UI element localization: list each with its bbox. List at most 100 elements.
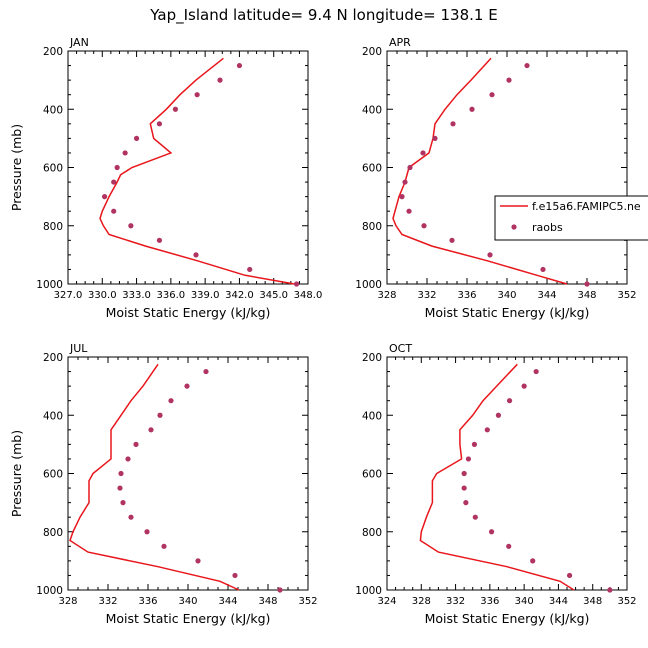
raobs-point — [117, 485, 123, 491]
plot-frame — [386, 356, 628, 591]
x-tick-label: 336 — [480, 596, 499, 607]
raobs-point — [402, 179, 408, 185]
raobs-point — [540, 266, 546, 273]
raobs-point — [406, 208, 412, 214]
plot-frame — [386, 50, 628, 285]
y-tick-label: 600 — [362, 469, 382, 481]
raobs-point — [193, 252, 199, 258]
panel-title: JUL — [69, 342, 88, 355]
x-tick-label: 336 — [457, 290, 476, 301]
raobs-point — [114, 164, 120, 171]
raobs-point — [471, 441, 478, 447]
x-axis-label: Moist Static Energy (kJ/kg) — [106, 305, 271, 320]
raobs-point — [472, 514, 478, 520]
x-tick-label: 348 — [583, 596, 602, 607]
raobs-point — [128, 223, 134, 229]
raobs-point — [524, 62, 530, 69]
panel-apr: 328 332 336 340 344 348 352 200 400 600 800 1000 APR… — [355, 36, 636, 320]
x-tick-label: 352 — [298, 596, 317, 607]
x-tick-label: 344 — [218, 596, 237, 607]
x-tick-label: 340 — [497, 290, 516, 301]
raobs-point — [566, 572, 573, 579]
raobs-point — [489, 92, 495, 98]
x-tick-label: 330.0 — [88, 290, 117, 301]
y-tick-label: 600 — [362, 163, 382, 175]
y-tick-label: 1000 — [355, 279, 382, 291]
raobs-point — [148, 427, 154, 433]
raobs-point — [111, 208, 117, 214]
raobs-point — [195, 558, 201, 564]
raobs-point — [172, 106, 179, 112]
panel-title: JAN — [69, 36, 89, 49]
panel-title: APR — [389, 36, 411, 49]
raobs-point — [133, 441, 139, 447]
y-tick-label: 1000 — [36, 585, 63, 597]
raobs-point — [128, 514, 134, 520]
panel-oct: 324 328 332 336 340 344 348 352 200 400 600 800 1000… — [355, 342, 636, 626]
x-tick-label: 340 — [178, 596, 197, 607]
x-tick-label: 340 — [515, 596, 534, 607]
raobs-point — [156, 237, 163, 243]
raobs-point — [487, 252, 493, 258]
y-tick-label: 200 — [43, 46, 63, 58]
panel-jul: 328 332 336 340 344 348 352 200 400 600 800 1000 JUL… — [9, 342, 318, 626]
raobs-point — [184, 383, 190, 389]
plot-frame — [67, 50, 309, 285]
x-tick-label: 328 — [58, 596, 77, 607]
raobs-point — [217, 77, 223, 83]
raobs-point — [449, 237, 455, 243]
y-tick-label: 800 — [362, 527, 382, 539]
x-tick-label: 327.0 — [54, 290, 83, 301]
raobs-point — [521, 383, 527, 389]
panel-title: OCT — [389, 342, 412, 355]
x-tick-label: 336.0 — [157, 290, 186, 301]
y-tick-label: 600 — [43, 163, 63, 175]
legend: f.e15a6.FAMIPC5.ne raobs — [494, 195, 648, 241]
model-series-line — [99, 57, 295, 285]
raobs-point — [156, 121, 163, 127]
raobs-point — [506, 398, 513, 404]
y-tick-label: 1000 — [36, 279, 63, 291]
y-tick-label: 400 — [43, 410, 63, 422]
raobs-point — [533, 368, 539, 375]
raobs-point — [247, 266, 253, 273]
x-tick-label: 339.0 — [191, 290, 220, 301]
y-tick-label: 400 — [362, 104, 382, 116]
raobs-point — [125, 456, 131, 462]
x-axis-label: Moist Static Energy (kJ/kg) — [425, 611, 590, 626]
x-tick-label: 332 — [417, 290, 436, 301]
y-tick-label: 1000 — [355, 585, 382, 597]
raobs-point — [236, 62, 243, 69]
y-tick-label: 200 — [43, 352, 63, 364]
raobs-point — [232, 572, 238, 579]
raobs-point — [484, 427, 490, 433]
raobs-point — [420, 150, 426, 156]
raobs-point — [461, 485, 467, 491]
x-tick-label: 344 — [549, 596, 568, 607]
raobs-point — [133, 135, 140, 141]
raobs-point — [120, 500, 126, 506]
y-axis-label: Pressure (mb) — [9, 430, 24, 517]
x-tick-label: 336 — [138, 596, 157, 607]
raobs-point — [203, 368, 209, 375]
y-tick-label: 600 — [43, 469, 63, 481]
x-tick-label: 348.0 — [294, 290, 323, 301]
x-axis-label: Moist Static Energy (kJ/kg) — [106, 611, 271, 626]
y-axis-label: Pressure (mb) — [9, 124, 24, 211]
y-tick-label: 800 — [43, 527, 63, 539]
y-tick-label: 800 — [362, 221, 382, 233]
x-tick-label: 324 — [377, 596, 396, 607]
x-tick-label: 342.0 — [225, 290, 254, 301]
raobs-point — [488, 529, 495, 535]
model-series-line — [392, 57, 568, 285]
x-tick-label: 332 — [98, 596, 117, 607]
raobs-point — [421, 223, 427, 229]
x-axis-label: Moist Static Energy (kJ/kg) — [425, 305, 590, 320]
panel-jan: 327.0 330.0 333.0 336.0 339.0 342.0 345.0 348.0… — [9, 36, 322, 320]
raobs-point — [122, 150, 128, 156]
raobs-point — [461, 470, 467, 477]
x-tick-label: 348 — [258, 596, 277, 607]
raobs-point — [168, 398, 174, 404]
y-tick-label: 200 — [362, 352, 382, 364]
legend-model-label: f.e15a6.FAMIPC5.ne — [532, 200, 641, 213]
